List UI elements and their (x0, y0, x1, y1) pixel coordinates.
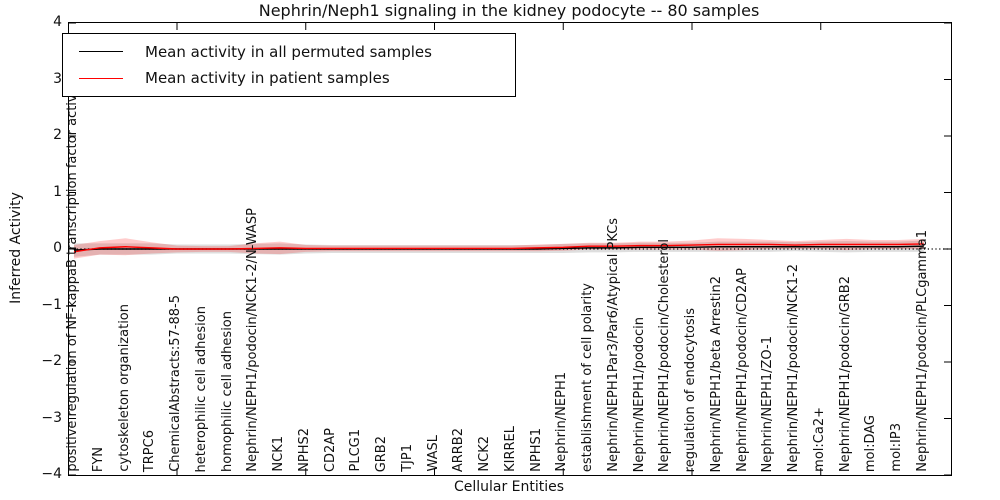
x-category-label: WASL (425, 435, 441, 472)
x-axis-title: Cellular Entities (453, 479, 565, 495)
x-category-label: Nephrin/NEPH1 (554, 372, 570, 472)
y-tick-label: −2 (41, 353, 62, 369)
x-category-label: Nephrin/NEPH1/beta Arrestin2 (708, 275, 724, 473)
x-category-label: establishment of cell polarity (580, 282, 595, 472)
x-category-label: Nephrin/NEPH1Par3/Par6/Atypical PKCs (605, 218, 621, 472)
x-category-label: mol:IP3 (889, 423, 904, 472)
x-category-label: CD2AP (322, 427, 338, 472)
legend-label-permuted: Mean activity in all permuted samples (145, 42, 432, 61)
x-category-label: NPHS2 (296, 428, 312, 472)
x-category-label: TJP1 (399, 444, 415, 472)
x-category-label: Nephrin/NEPH1/podocin/NCK1-2 (786, 263, 801, 472)
x-category-label: ARRB2 (451, 427, 467, 472)
y-tick-label: −3 (41, 409, 62, 426)
x-category-label: mol:DAG (863, 414, 879, 472)
x-category-label: NCK1 (271, 436, 286, 472)
x-category-label: Nephrin/NEPH1/ZO-1 (760, 335, 776, 472)
x-category-label: positive regulation of NF-kappaB transcr… (65, 78, 80, 472)
x-category-label: Nephrin/NEPH1/podocin/Cholesterol (657, 238, 673, 472)
x-category-label: ChemicalAbstracts:57-88-5 (168, 295, 183, 472)
y-tick-label: 1 (53, 183, 62, 200)
x-category-label: cytoskeleton organization (116, 304, 132, 472)
y-tick-label: 3 (53, 70, 62, 87)
x-category-label: regulation of endocytosis (683, 307, 698, 472)
x-category-label: GRB2 (374, 435, 389, 472)
permuted-line-swatch (79, 51, 123, 53)
x-category-label: NCK2 (477, 436, 492, 472)
x-category-label: NPHS1 (528, 428, 544, 472)
legend-item-permuted: Mean activity in all permuted samples (63, 43, 515, 61)
legend-item-patient: Mean activity in patient samples (63, 69, 515, 87)
x-category-label: mol:Ca2+ (811, 407, 827, 472)
y-tick-label: −1 (41, 296, 62, 313)
y-axis-title: Inferred Activity (8, 192, 24, 304)
legend-label-patient: Mean activity in patient samples (145, 69, 390, 88)
x-category-label: Nephrin/NEPH1/podocin/NCK1-2/N-WASP (245, 208, 261, 472)
patient-line-swatch (79, 77, 123, 79)
x-category-label: KIRREL (502, 426, 518, 472)
x-category-label: PLCG1 (348, 429, 364, 472)
plot-area: positive regulation of NF-kappaB transcr… (65, 22, 952, 476)
y-tick-label: 2 (53, 127, 62, 143)
y-tick-label: 0 (53, 240, 62, 256)
x-category-label: homophilic cell adhesion (219, 311, 235, 472)
x-category-label: heterophilic cell adhesion (193, 305, 209, 473)
x-category-label: Nephrin/NEPH1/podocin/GRB2 (837, 275, 853, 472)
x-category-label: Nephrin/NEPH1/podocin/PLCgamma1 (914, 230, 930, 472)
x-category-label: TRPC6 (142, 429, 158, 472)
legend-box: Mean activity in all permuted samples Me… (62, 33, 516, 97)
chart-title: Nephrin/Neph1 signaling in the kidney po… (258, 1, 760, 20)
x-category-label: Nephrin/NEPH1/podocin (631, 316, 647, 472)
plot-canvas (69, 23, 951, 475)
x-category-label: FYN (90, 446, 106, 472)
y-tick-label: −4 (41, 466, 62, 482)
x-category-label: Nephrin/NEPH1/podocin/CD2AP (734, 268, 750, 472)
y-tick-label: 4 (53, 14, 62, 30)
